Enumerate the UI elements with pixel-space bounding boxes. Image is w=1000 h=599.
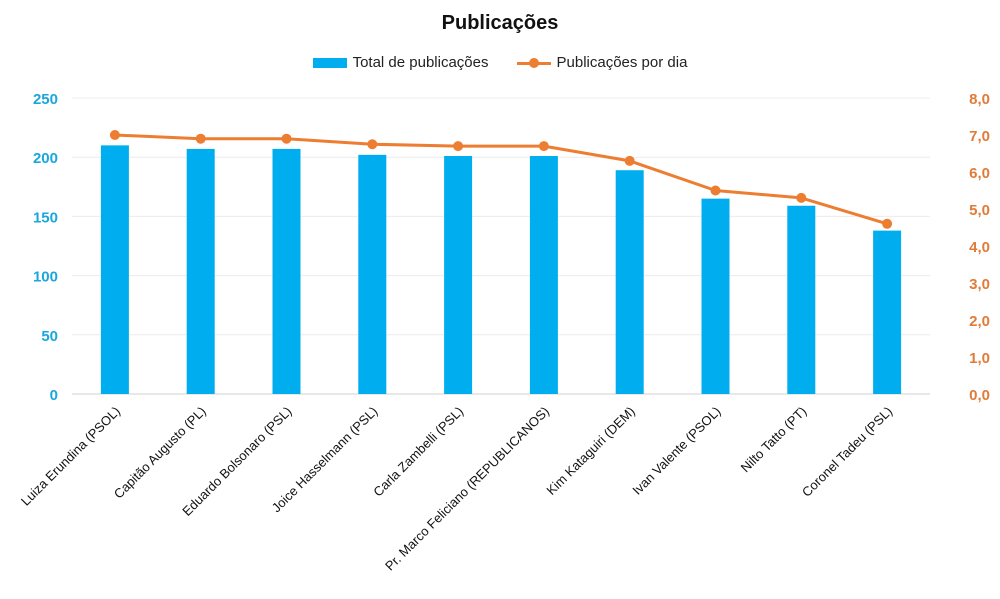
y-left-tick-label: 150 xyxy=(33,209,58,226)
bar xyxy=(615,170,644,394)
bar xyxy=(272,148,301,394)
legend: Total de publicações Publicações por dia xyxy=(0,54,1000,71)
bar xyxy=(358,154,387,394)
x-tick-label: Luiza Erundina (PSOL) xyxy=(18,404,123,509)
legend-label-line: Publicações por dia xyxy=(556,54,688,71)
legend-line-swatch xyxy=(516,57,551,68)
legend-bar-swatch xyxy=(312,57,347,68)
y-right-tick-label: 7,0 xyxy=(969,128,990,145)
y-left-tick-label: 200 xyxy=(33,150,58,167)
series-line xyxy=(114,133,888,226)
y-right-tick-label: 4,0 xyxy=(969,239,990,256)
bar xyxy=(787,205,816,394)
line-point xyxy=(624,155,635,166)
bar xyxy=(444,156,473,394)
line-point xyxy=(453,141,464,152)
bar xyxy=(873,230,902,394)
x-tick-label: Pr. Marco Feliciano (REPUBLICANOS) xyxy=(382,404,552,574)
y-right-tick-label: 6,0 xyxy=(969,165,990,182)
line-point xyxy=(367,139,378,150)
bar xyxy=(100,145,129,394)
line-point xyxy=(109,130,120,140)
line-point xyxy=(796,192,807,203)
chart-title: Publicações xyxy=(441,12,559,34)
line-point xyxy=(281,133,292,144)
y-right-tick-label: 1,0 xyxy=(969,350,990,367)
x-tick-label: Kim Kataguiri (DEM) xyxy=(543,404,637,498)
line-point xyxy=(710,185,721,196)
y-left-tick-label: 50 xyxy=(41,328,58,345)
legend-label-bars: Total de publicações xyxy=(352,54,489,71)
y-left-tick-label: 250 xyxy=(33,91,58,108)
y-right-tick-label: 2,0 xyxy=(969,313,990,330)
legend-item-bars: Total de publicações xyxy=(312,54,489,71)
x-tick-label: Coronel Tadeu (PSL) xyxy=(799,404,895,500)
x-tick-label: Nilto Tatto (PT) xyxy=(738,404,810,476)
bar xyxy=(529,156,558,394)
x-tick-label: Carla Zambelli (PSL) xyxy=(370,404,466,500)
y-right-tick-label: 5,0 xyxy=(969,202,990,219)
line-point xyxy=(538,141,549,152)
y-left-tick-label: 0 xyxy=(50,387,58,404)
y-right-tick-label: 8,0 xyxy=(969,91,990,108)
bar xyxy=(186,148,215,394)
line-point xyxy=(882,218,893,229)
y-right-tick-label: 3,0 xyxy=(969,276,990,293)
y-right-tick-label: 0,0 xyxy=(969,387,990,404)
legend-item-line: Publicações por dia xyxy=(516,54,688,71)
bar xyxy=(701,198,730,394)
line-point xyxy=(195,133,206,144)
x-tick-label: Capitão Augusto (PL) xyxy=(111,404,209,502)
x-tick-label: Ivan Valente (PSOL) xyxy=(629,404,723,498)
y-left-tick-label: 100 xyxy=(33,269,58,286)
